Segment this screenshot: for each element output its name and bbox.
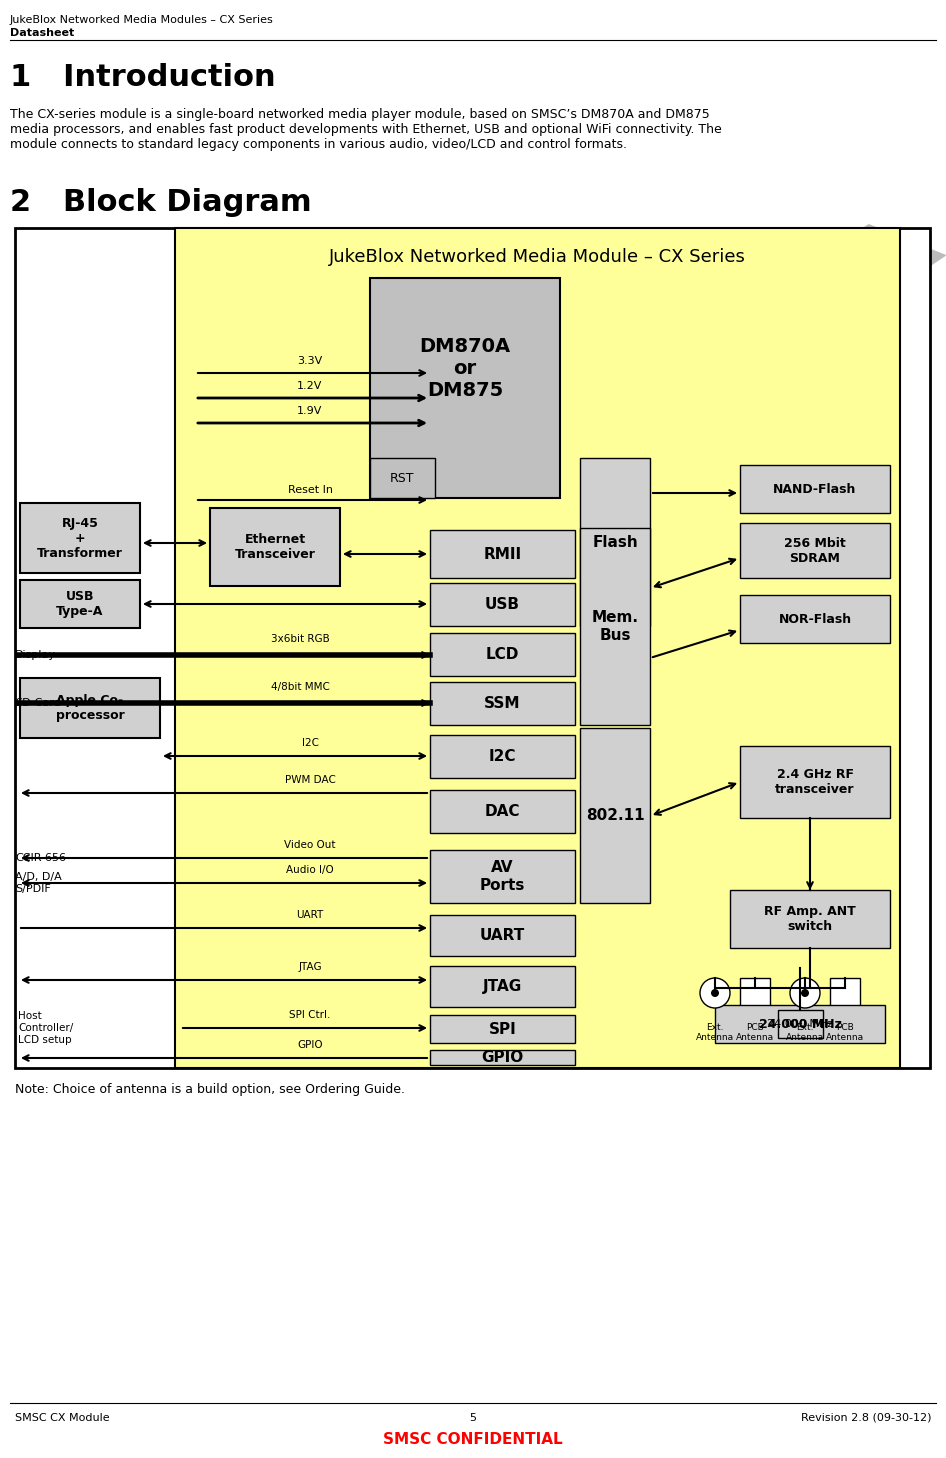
Text: The CX-series module is a single-board networked media player module, based on S: The CX-series module is a single-board n… bbox=[10, 108, 722, 152]
FancyBboxPatch shape bbox=[175, 227, 900, 1069]
Text: 4/8bit MMC: 4/8bit MMC bbox=[271, 682, 329, 693]
FancyBboxPatch shape bbox=[830, 978, 860, 1007]
Text: Video Out: Video Out bbox=[284, 840, 336, 850]
Text: Ext.
Antenna: Ext. Antenna bbox=[786, 1024, 824, 1042]
FancyBboxPatch shape bbox=[740, 523, 890, 577]
Circle shape bbox=[700, 978, 730, 1007]
Text: NOR-Flash: NOR-Flash bbox=[779, 612, 851, 625]
FancyBboxPatch shape bbox=[370, 278, 560, 499]
Text: RST: RST bbox=[390, 471, 414, 484]
FancyBboxPatch shape bbox=[740, 978, 770, 1007]
FancyBboxPatch shape bbox=[715, 1005, 885, 1042]
FancyBboxPatch shape bbox=[430, 633, 575, 677]
FancyBboxPatch shape bbox=[740, 746, 890, 818]
FancyBboxPatch shape bbox=[730, 889, 890, 948]
Text: SMSC CX Module: SMSC CX Module bbox=[15, 1413, 110, 1423]
Text: GPIO: GPIO bbox=[297, 1040, 323, 1050]
Text: AV
Ports: AV Ports bbox=[480, 860, 525, 892]
Text: 3x6bit RGB: 3x6bit RGB bbox=[271, 634, 329, 644]
Text: JukeBlox Networked Media Modules – CX Series: JukeBlox Networked Media Modules – CX Se… bbox=[10, 15, 273, 25]
Text: LCD: LCD bbox=[486, 647, 519, 662]
Text: RMII: RMII bbox=[483, 547, 521, 561]
FancyBboxPatch shape bbox=[430, 682, 575, 725]
Text: Flash: Flash bbox=[592, 535, 638, 550]
Text: 5: 5 bbox=[469, 1413, 477, 1423]
FancyBboxPatch shape bbox=[20, 678, 160, 738]
Text: GPIO: GPIO bbox=[482, 1050, 524, 1064]
Text: A/D, D/A
S/PDIF: A/D, D/A S/PDIF bbox=[15, 872, 61, 894]
Text: USB
Type-A: USB Type-A bbox=[57, 590, 104, 618]
Text: 2   Block Diagram: 2 Block Diagram bbox=[10, 188, 311, 217]
FancyBboxPatch shape bbox=[778, 1010, 823, 1038]
Text: CCIR-656: CCIR-656 bbox=[15, 853, 66, 863]
Text: Host
Controller/
LCD setup: Host Controller/ LCD setup bbox=[18, 1012, 73, 1044]
Text: SPI: SPI bbox=[489, 1022, 517, 1037]
FancyBboxPatch shape bbox=[430, 850, 575, 903]
FancyBboxPatch shape bbox=[580, 528, 650, 725]
FancyBboxPatch shape bbox=[370, 458, 435, 499]
Text: Revision 2.8 (09-30-12): Revision 2.8 (09-30-12) bbox=[800, 1413, 931, 1423]
Text: RF Amp. ANT
switch: RF Amp. ANT switch bbox=[764, 905, 856, 933]
Text: Display: Display bbox=[15, 650, 56, 660]
FancyBboxPatch shape bbox=[430, 916, 575, 956]
Text: PCB
Antenna: PCB Antenna bbox=[826, 1024, 864, 1042]
Text: Audio I/O: Audio I/O bbox=[286, 865, 334, 875]
FancyBboxPatch shape bbox=[740, 595, 890, 643]
Text: Ethernet
Transceiver: Ethernet Transceiver bbox=[235, 534, 315, 561]
Text: 1.2V: 1.2V bbox=[297, 381, 323, 391]
Text: JTAG: JTAG bbox=[298, 962, 322, 972]
Text: SMSC CONFIDENTIAL: SMSC CONFIDENTIAL bbox=[383, 1433, 563, 1448]
Text: PWM DAC: PWM DAC bbox=[285, 776, 336, 784]
Text: NAND-Flash: NAND-Flash bbox=[773, 483, 857, 496]
Text: Apple Co-
processor: Apple Co- processor bbox=[56, 694, 124, 722]
Text: 802.11: 802.11 bbox=[586, 808, 644, 822]
Text: UART: UART bbox=[480, 927, 525, 943]
Text: USB: USB bbox=[485, 596, 520, 612]
FancyBboxPatch shape bbox=[20, 503, 140, 573]
FancyBboxPatch shape bbox=[430, 735, 575, 779]
FancyBboxPatch shape bbox=[20, 580, 140, 628]
Circle shape bbox=[801, 989, 809, 997]
FancyBboxPatch shape bbox=[430, 1050, 575, 1064]
Text: SPI Ctrl.: SPI Ctrl. bbox=[289, 1010, 331, 1021]
Circle shape bbox=[711, 989, 719, 997]
Text: 2.4 GHz RF
transceiver: 2.4 GHz RF transceiver bbox=[776, 768, 855, 796]
Text: 1.9V: 1.9V bbox=[297, 405, 323, 416]
Text: JTAG: JTAG bbox=[482, 978, 522, 994]
Text: I2C: I2C bbox=[302, 738, 319, 748]
Text: JukeBlox Networked Media Module – CX Series: JukeBlox Networked Media Module – CX Ser… bbox=[329, 248, 746, 265]
FancyBboxPatch shape bbox=[430, 531, 575, 577]
Text: 24.000 MHz: 24.000 MHz bbox=[767, 1019, 833, 1029]
Text: 3.3V: 3.3V bbox=[297, 356, 323, 366]
Text: DM870A
or
DM875: DM870A or DM875 bbox=[419, 337, 511, 399]
Text: Datasheet: Datasheet bbox=[10, 28, 74, 38]
Text: Note: Choice of antenna is a build option, see Ordering Guide.: Note: Choice of antenna is a build optio… bbox=[15, 1083, 405, 1096]
FancyBboxPatch shape bbox=[430, 967, 575, 1007]
Text: PCB
Antenna: PCB Antenna bbox=[736, 1024, 774, 1042]
Text: I2C: I2C bbox=[489, 749, 517, 764]
Text: 256 Mbit
SDRAM: 256 Mbit SDRAM bbox=[784, 537, 846, 566]
FancyBboxPatch shape bbox=[740, 465, 890, 513]
FancyBboxPatch shape bbox=[430, 790, 575, 833]
FancyBboxPatch shape bbox=[430, 583, 575, 625]
Text: SD-Card: SD-Card bbox=[15, 698, 61, 709]
FancyBboxPatch shape bbox=[580, 458, 650, 625]
Text: Reset In: Reset In bbox=[288, 486, 332, 496]
Text: Mem.
Bus: Mem. Bus bbox=[591, 611, 639, 643]
Text: DAC: DAC bbox=[484, 803, 520, 819]
FancyBboxPatch shape bbox=[430, 1015, 575, 1042]
FancyBboxPatch shape bbox=[210, 507, 340, 586]
FancyBboxPatch shape bbox=[580, 728, 650, 903]
Text: UART: UART bbox=[296, 910, 324, 920]
Text: RJ-45
+
Transformer: RJ-45 + Transformer bbox=[37, 516, 123, 560]
Circle shape bbox=[790, 978, 820, 1007]
Text: 24.000 MHz: 24.000 MHz bbox=[759, 1018, 841, 1031]
Text: SSM: SSM bbox=[484, 695, 520, 712]
FancyBboxPatch shape bbox=[15, 227, 930, 1069]
Text: 1   Introduction: 1 Introduction bbox=[10, 63, 275, 92]
Text: Ext.
Antenna: Ext. Antenna bbox=[696, 1024, 734, 1042]
